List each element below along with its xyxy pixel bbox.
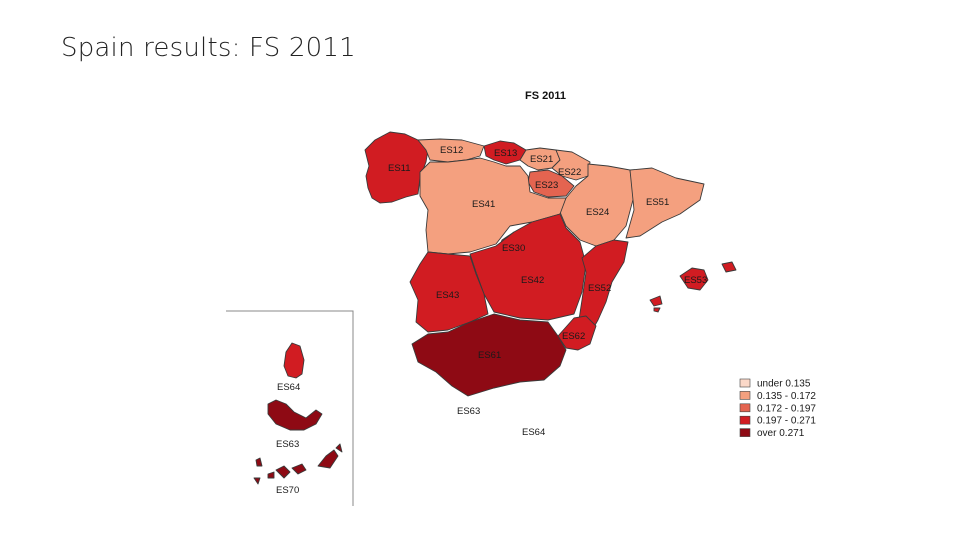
region-label-es12: ES12 xyxy=(440,145,463,156)
region-es12[interactable] xyxy=(417,138,485,163)
legend-label: 0.135 - 0.172 xyxy=(757,391,816,402)
region-label-es70: ES70 xyxy=(276,485,299,496)
inset-frame xyxy=(226,310,354,506)
region-es53-formentera[interactable] xyxy=(653,307,661,313)
legend-swatch xyxy=(739,378,751,388)
legend-swatch xyxy=(739,391,751,400)
map-title: FS 2011 xyxy=(525,90,566,102)
region-label-es41: ES41 xyxy=(472,199,495,210)
region-label-es23: ES23 xyxy=(535,180,558,191)
region-label-es61: ES61 xyxy=(478,350,501,361)
region-es23[interactable] xyxy=(527,169,575,198)
region-label-es24: ES24 xyxy=(586,207,609,218)
region-es70-gran-canaria[interactable] xyxy=(275,465,291,479)
legend-swatch xyxy=(739,415,751,425)
region-es51[interactable] xyxy=(625,167,705,239)
region-es42[interactable] xyxy=(469,213,587,321)
region-label-es43: ES43 xyxy=(436,290,459,301)
legend-swatch xyxy=(739,428,751,437)
region-label-es21: ES21 xyxy=(530,154,553,165)
region-es53-ibiza[interactable] xyxy=(649,295,663,307)
legend-label: under 0.135 xyxy=(757,379,811,390)
region-es41[interactable] xyxy=(419,157,567,255)
region-es64[interactable] xyxy=(283,342,305,379)
region-label-es52: ES52 xyxy=(588,283,611,294)
regions-group xyxy=(253,131,737,485)
region-labels: ES11 ES12 ES13 ES21 ES22 ES23 ES24 ES30 … xyxy=(276,145,707,496)
region-es11[interactable] xyxy=(364,131,429,204)
region-es22[interactable] xyxy=(551,149,591,181)
region-es70-la-palma[interactable] xyxy=(255,457,263,467)
region-es61[interactable] xyxy=(411,313,567,397)
region-es52[interactable] xyxy=(577,239,629,335)
legend-swatch xyxy=(739,403,751,413)
region-es70-lanzarote[interactable] xyxy=(335,443,343,453)
region-label-es51: ES51 xyxy=(646,197,669,208)
region-label-es42: ES42 xyxy=(521,275,544,286)
legend-label: 0.172 - 0.197 xyxy=(757,403,816,414)
legend-label: over 0.271 xyxy=(757,428,805,439)
region-es70-fuerteventura[interactable] xyxy=(317,449,339,469)
region-label-es62: ES62 xyxy=(562,331,585,342)
region-es70-tenerife[interactable] xyxy=(291,463,307,475)
region-label-es30: ES30 xyxy=(502,243,525,254)
region-label-es63: ES63 xyxy=(276,439,299,450)
region-es63[interactable] xyxy=(267,399,323,431)
legend-label: 0.197 - 0.271 xyxy=(757,416,816,427)
region-label-es64: ES64 xyxy=(277,382,300,393)
region-label-es63-mainland: ES63 xyxy=(457,406,480,417)
region-es43[interactable] xyxy=(409,251,489,333)
region-label-es13: ES13 xyxy=(494,148,517,159)
region-label-es11: ES11 xyxy=(388,163,411,174)
region-es53-minorca[interactable] xyxy=(721,261,737,273)
region-es53[interactable] xyxy=(679,267,709,291)
region-es70-la-gomera[interactable] xyxy=(267,471,275,479)
region-es70-el-hierro[interactable] xyxy=(253,477,261,485)
region-label-es22: ES22 xyxy=(558,167,581,178)
region-label-es53: ES53 xyxy=(684,275,707,286)
region-label-es64-mainland: ES64 xyxy=(522,427,545,438)
slide-title: Spain results: FS 2011 xyxy=(61,33,356,63)
